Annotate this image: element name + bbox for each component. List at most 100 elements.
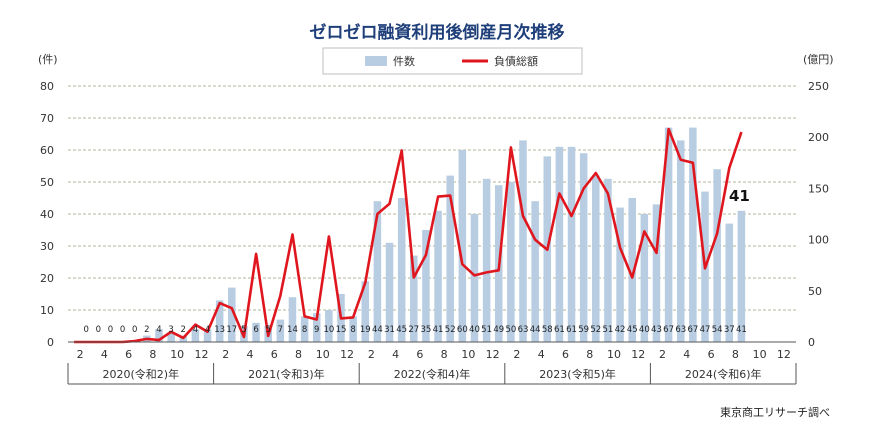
bar-value-label: 49 — [493, 325, 504, 335]
bar-value-label: 6 — [253, 325, 258, 335]
legend: 件数 負債総額 — [322, 47, 583, 75]
bar-value-label: 45 — [627, 325, 638, 335]
bar-value-label: 44 — [372, 325, 383, 335]
x-tick-label: 10 — [316, 348, 330, 361]
chart-title: ゼロゼロ融資利用後倒産月次推移 — [309, 23, 565, 43]
bar — [507, 182, 515, 342]
x-tick-label: 6 — [708, 348, 715, 361]
bar — [325, 310, 333, 342]
bar — [228, 287, 236, 342]
bar-value-label: 0 — [132, 325, 137, 335]
x-tick-label: 6 — [125, 348, 132, 361]
legend-bar-swatch — [365, 56, 387, 66]
bar — [288, 297, 297, 342]
bar-value-label: 14 — [287, 325, 298, 335]
right-tick-label: 250 — [808, 80, 829, 93]
bar — [676, 140, 685, 342]
bar — [252, 322, 260, 342]
right-axis-unit: (億円) — [803, 53, 834, 66]
bar-value-label: 43 — [651, 325, 662, 335]
bar-value-label: 63 — [675, 325, 686, 335]
bar — [713, 169, 721, 342]
bar — [373, 201, 382, 342]
x-tick-label: 8 — [295, 348, 302, 361]
bar-value-label: 51 — [603, 325, 614, 335]
bar — [167, 332, 175, 342]
bar-value-label: 67 — [663, 325, 674, 335]
bar-value-labels: 0 0 0 0 0 2 4 3 2 4 4 13 17 5 6 5 7 14 8 9 10 15 8 19 44 31 45 27 35… — [83, 325, 746, 335]
bar — [640, 214, 649, 342]
x-tick-label: 8 — [441, 348, 448, 361]
bar-value-label: 52 — [590, 325, 601, 335]
bar — [312, 313, 321, 342]
bar-value-label: 15 — [336, 325, 347, 335]
bar — [725, 223, 734, 342]
x-tick-label: 8 — [732, 348, 739, 361]
left-tick-label: 40 — [40, 208, 54, 221]
callout-label: 41 — [729, 187, 750, 205]
bar — [361, 281, 370, 342]
bar-value-label: 40 — [639, 325, 650, 335]
bar-value-label: 60 — [457, 325, 468, 335]
bar-value-label: 4 — [156, 325, 161, 335]
bar-value-label: 63 — [518, 325, 529, 335]
x-tick-label: 10 — [170, 348, 184, 361]
year-label: 2021(令和3)年 — [248, 367, 325, 381]
bar-value-label: 45 — [396, 325, 407, 335]
bar-value-label: 13 — [214, 325, 225, 335]
bar — [458, 150, 467, 342]
left-tick-label: 80 — [40, 80, 54, 93]
bar — [191, 329, 200, 342]
bar — [410, 255, 418, 342]
bar-value-label: 0 — [120, 325, 125, 335]
year-label: 2020(令和2)年 — [103, 367, 180, 381]
left-tick-label: 30 — [40, 240, 54, 253]
left-tick-label: 0 — [47, 336, 54, 349]
right-tick-label: 100 — [808, 234, 829, 247]
bar-value-label: 2 — [144, 325, 149, 335]
bar-value-label: 31 — [384, 325, 395, 335]
bar-value-label: 59 — [578, 325, 589, 335]
bar — [215, 300, 224, 342]
bar — [397, 198, 406, 342]
bar — [276, 319, 285, 342]
bar-value-label: 51 — [481, 325, 492, 335]
bar — [592, 175, 600, 342]
x-tick-label: 4 — [247, 348, 254, 361]
left-tick-label: 20 — [40, 272, 54, 285]
x-tick-label: 2 — [77, 348, 84, 361]
legend-line-label: 負債総額 — [494, 54, 538, 68]
bar-value-label: 17 — [226, 325, 237, 335]
legend-box — [322, 47, 583, 75]
bar — [579, 153, 588, 342]
right-tick-label: 200 — [808, 131, 829, 144]
bar — [567, 146, 576, 342]
year-label: 2024(令和6)年 — [685, 367, 762, 381]
bar-value-label: 4 — [205, 325, 210, 335]
x-tick-label: 2 — [368, 348, 375, 361]
bar-value-label: 3 — [168, 325, 173, 335]
bar-value-label: 41 — [736, 325, 747, 335]
line-series: 41 — [74, 127, 750, 344]
bar-value-label: 10 — [323, 325, 334, 335]
x-tick-label: 2 — [659, 348, 666, 361]
chart-source: 東京商工リサーチ調べ — [720, 406, 830, 419]
right-tick-label: 50 — [808, 285, 822, 298]
x-tick-label: 4 — [683, 348, 690, 361]
bar-value-label: 7 — [278, 325, 283, 335]
bar — [482, 178, 491, 342]
right-tick-label: 0 — [808, 336, 815, 349]
bar — [349, 316, 357, 342]
bar — [519, 140, 527, 342]
x-tick-label: 12 — [486, 348, 500, 361]
bar-value-label: 0 — [108, 325, 113, 335]
bar — [689, 127, 697, 342]
bar-value-label: 0 — [83, 325, 88, 335]
bar-value-label: 27 — [408, 325, 419, 335]
bar — [628, 198, 636, 342]
bar-value-label: 37 — [724, 325, 735, 335]
bar — [604, 178, 612, 342]
bar-value-label: 44 — [530, 325, 541, 335]
bar-value-label: 58 — [542, 325, 553, 335]
bar-value-label: 42 — [615, 325, 626, 335]
